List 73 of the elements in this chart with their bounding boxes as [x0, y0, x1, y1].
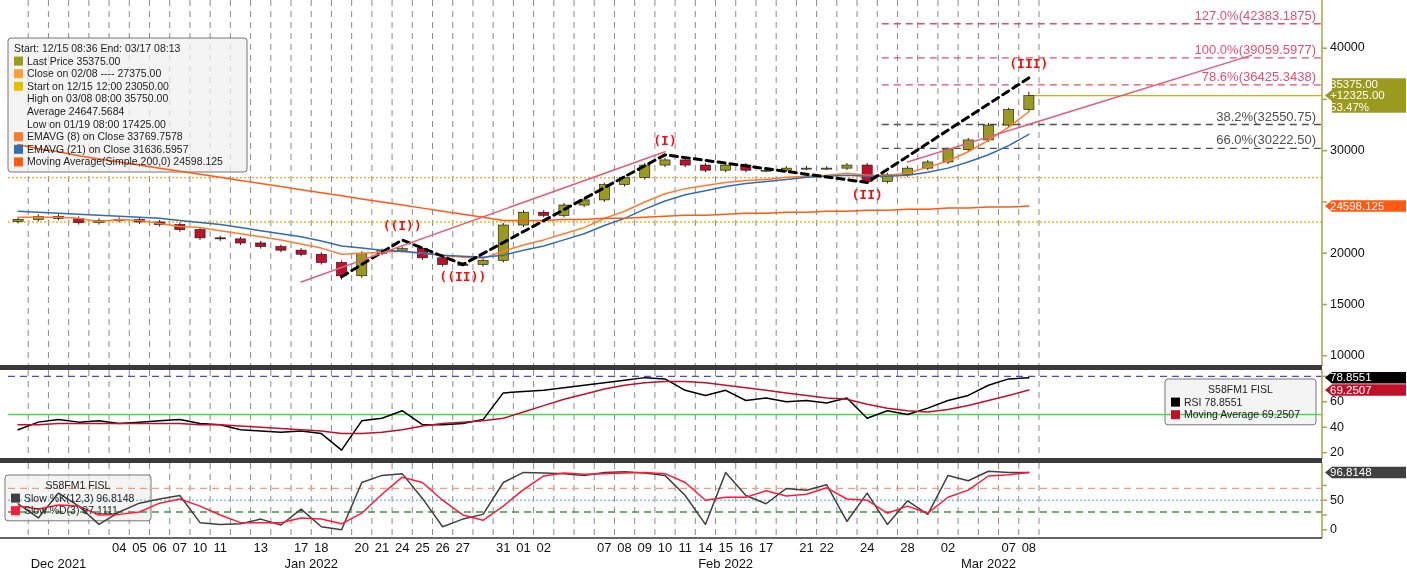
x-tick-label: 24	[394, 540, 410, 555]
ref-line-label: 127.0%(42383.1875)	[1194, 7, 1316, 23]
x-tick-label: 31	[496, 540, 511, 555]
x-tick-label: 08	[617, 540, 632, 555]
y-tick-label: 78.8551	[1330, 371, 1372, 384]
x-tick-label: 26	[435, 540, 450, 555]
x-tick-label: 27	[455, 540, 471, 555]
legend-title: S58FM1 FISL	[1208, 383, 1274, 396]
x-tick-label: 17	[293, 540, 309, 555]
annotation: High on 03/08 08:00 35750.00	[27, 92, 169, 105]
ref-line-label: 100.0%(39059.5977)	[1194, 41, 1316, 57]
y-tick-label: 10000	[1330, 348, 1365, 363]
x-tick-label: 02	[940, 540, 956, 555]
x-tick-label: 07	[172, 540, 188, 555]
annotation: Low on 01/19 08:00 17425.00	[27, 117, 167, 130]
annotation: Average 24647.5684	[27, 105, 125, 118]
data-label: (III)	[1009, 56, 1049, 72]
legend-label: Last Price 35375.00	[27, 54, 121, 67]
x-tick-label: 04	[111, 540, 127, 555]
x-tick-label: 20	[354, 540, 369, 555]
y-tick-label: 40	[1330, 419, 1344, 434]
x-tick-label: 11	[213, 540, 228, 555]
x-tick-label: 06	[152, 540, 167, 555]
x-tick-label: 10	[192, 540, 208, 555]
text: Mar 2022	[960, 556, 1016, 571]
x-tick-label: 21	[374, 540, 390, 555]
x-tick-label: 08	[1021, 540, 1037, 555]
legend-label: Start on 12/15 12:00 23050.00	[27, 79, 170, 92]
y-tick-label: 15000	[1330, 296, 1365, 311]
x-tick-label: 07	[1001, 540, 1016, 555]
data-label: ((I))	[382, 218, 422, 234]
x-tick-label: 22	[819, 540, 834, 555]
text: Dec 2021	[30, 556, 87, 571]
text: Jan 2022	[284, 556, 338, 571]
x-tick-label: 13	[253, 540, 268, 555]
x-tick-label: 24	[859, 540, 875, 555]
ref-line-label: 78.6%(36425.3438)	[1201, 68, 1316, 84]
x-tick-label: 09	[637, 540, 653, 555]
legend-title: Start: 12/15 08:36 End: 03/17 08:13	[14, 42, 181, 55]
legend-title: S58FM1 FISL	[45, 479, 111, 492]
data-label: ((II))	[439, 269, 487, 284]
y-tick-label: 24598.125	[1330, 199, 1385, 212]
y-tick-label: 69.2507	[1330, 383, 1372, 396]
y-tick-label: 40000	[1330, 40, 1365, 55]
data-label: (II)	[851, 186, 883, 202]
x-tick-label: 14	[698, 540, 713, 555]
x-tick-label: 05	[132, 540, 147, 555]
y-tick-label: 50	[1330, 492, 1344, 507]
ref-line-label: 66.0%(30222.50)	[1216, 132, 1316, 148]
text: Feb 2022	[698, 556, 754, 571]
y-tick-label: 20000	[1330, 245, 1365, 260]
x-tick-label: 02	[536, 540, 551, 555]
y-tick-label: 30000	[1330, 143, 1365, 157]
x-tick-label: 17	[758, 540, 774, 555]
x-tick-label: 07	[597, 540, 612, 555]
legend-label: RSI 78.8551	[1184, 395, 1243, 408]
y-tick-label: 0	[1330, 522, 1337, 537]
y-tick-label: 20	[1330, 444, 1344, 459]
legend-label: EMAVG (8) on Close 33769.7578	[27, 130, 183, 143]
x-tick-label: 10	[657, 540, 673, 555]
x-tick-label: 16	[738, 540, 754, 555]
x-tick-label: 15	[718, 540, 733, 555]
x-tick-label: 25	[415, 540, 430, 555]
x-tick-label: 28	[900, 540, 915, 555]
x-tick-label: 01	[516, 540, 531, 555]
y-tick-label: 60	[1330, 394, 1344, 409]
x-tick-label: 21	[799, 540, 814, 555]
ref-line-label: 38.2%(32550.75)	[1216, 108, 1316, 124]
data-label: (I)	[653, 133, 677, 149]
legend-label: Close on 02/08 ---- 27375.00	[27, 67, 162, 80]
y-tick-label: 96.8148	[1330, 466, 1372, 479]
x-tick-label: 18	[314, 540, 329, 555]
x-tick-label: 11	[678, 540, 692, 555]
